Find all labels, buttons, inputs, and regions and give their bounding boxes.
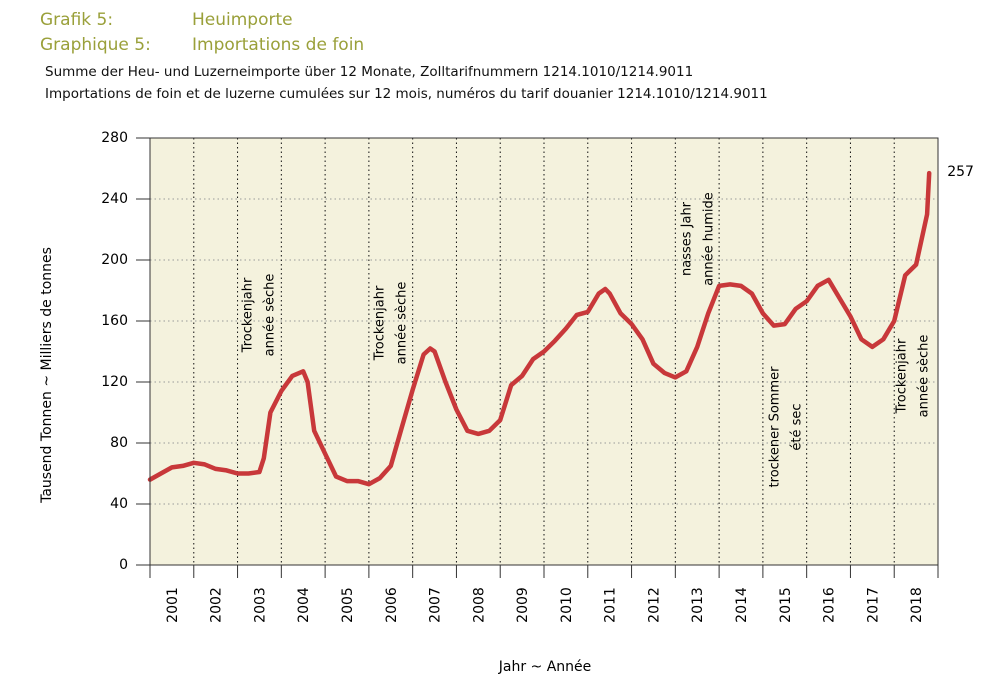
annotation: Trockenjahr: [895, 338, 910, 414]
subtitle: Importations de foin et de luzerne cumul…: [45, 86, 768, 102]
y-tick-label: 240: [101, 191, 128, 207]
x-tick-label: 2003: [252, 587, 268, 623]
chart-title-label: Grafik 5:: [40, 10, 113, 30]
data-line: [147, 170, 932, 487]
x-tick-label: 2007: [428, 587, 444, 623]
annotation: année humide: [702, 192, 717, 286]
x-axis-label: Jahr ~ Année: [498, 659, 592, 675]
annotation: année sèche: [917, 335, 932, 418]
x-tick-label: 2013: [690, 587, 706, 623]
y-tick-label: 280: [101, 130, 128, 146]
chart-title: Importations de foin: [192, 35, 364, 55]
y-axis-label: Tausend Tonnen ~ Milliers de tonnes: [39, 247, 55, 504]
x-tick-label: 2002: [209, 587, 225, 623]
x-tick-label: 2006: [384, 587, 400, 623]
y-tick-label: 120: [101, 374, 128, 390]
x-tick-label: 2009: [515, 587, 531, 623]
x-tick-label: 2005: [340, 587, 356, 623]
data-label: 257: [947, 164, 974, 180]
x-tick-label: 2016: [822, 587, 838, 623]
chart-title-label: Graphique 5:: [40, 35, 151, 55]
y-tick-label: 200: [101, 252, 128, 268]
y-tick-label: 40: [110, 496, 128, 512]
annotation: nasses Jahr: [680, 201, 695, 276]
x-tick-label: 2012: [646, 587, 662, 623]
y-tick-label: 0: [119, 557, 128, 573]
annotation: été sec: [790, 403, 805, 450]
x-tick-label: 2014: [734, 587, 750, 623]
annotation: trockener Sommer: [768, 366, 783, 488]
annotation: année sèche: [263, 274, 278, 357]
x-tick-label: 2004: [296, 587, 312, 623]
x-tick-label: 2008: [471, 587, 487, 623]
x-tick-label: 2017: [865, 587, 881, 623]
annotation: année sèche: [395, 282, 410, 365]
subtitle: Summe der Heu- und Luzerneimporte über 1…: [45, 64, 693, 80]
annotation: Trockenjahr: [373, 285, 388, 361]
annotation: Trockenjahr: [241, 277, 256, 353]
x-tick-label: 2010: [559, 587, 575, 623]
x-tick-label: 2015: [778, 587, 794, 623]
x-tick-label: 2018: [909, 587, 925, 623]
y-tick-label: 80: [110, 435, 128, 451]
y-tick-label: 160: [101, 313, 128, 329]
x-tick-label: 2001: [165, 587, 181, 623]
x-tick-label: 2011: [603, 587, 619, 623]
chart-title: Heuimporte: [192, 10, 293, 30]
